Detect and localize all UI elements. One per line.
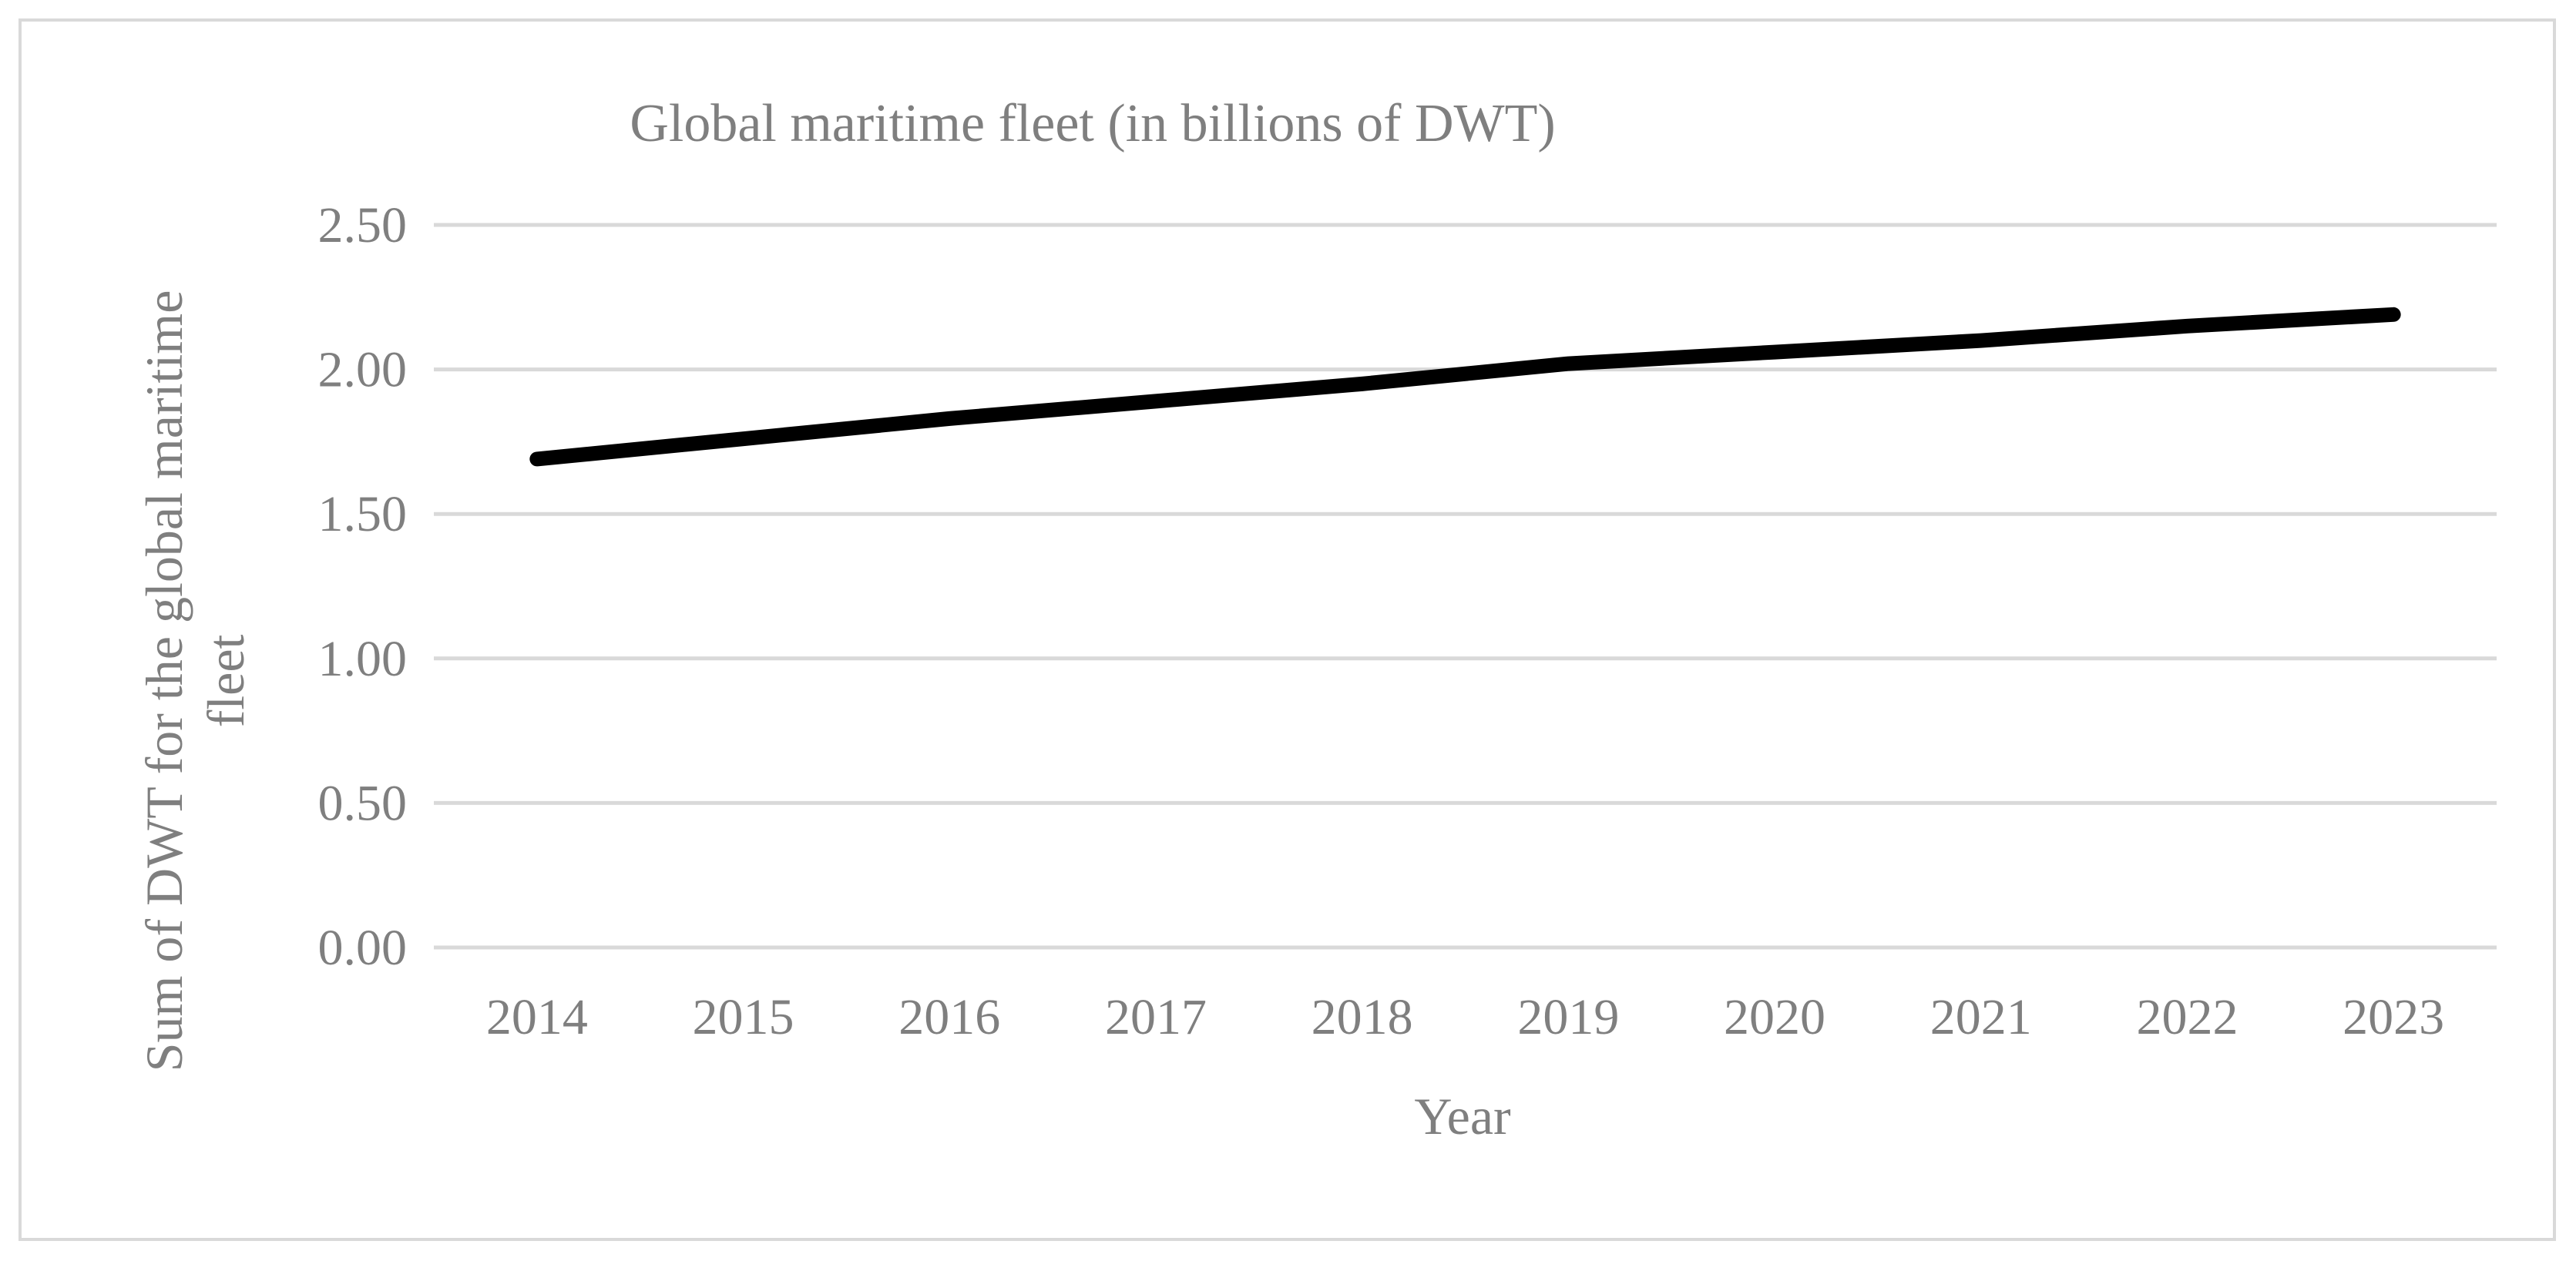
y-tick-label: 1.50 xyxy=(318,486,408,542)
x-tick-label: 2018 xyxy=(1312,989,1413,1045)
y-axis-title-line-1: Sum of DWT for the global maritime xyxy=(135,290,193,1072)
x-tick-label: 2019 xyxy=(1517,989,1619,1045)
y-axis-title-line-2: fleet xyxy=(196,634,255,727)
y-tick-label: 0.50 xyxy=(318,775,408,831)
x-tick-label: 2022 xyxy=(2136,989,2238,1045)
y-tick-label: 1.00 xyxy=(318,631,408,687)
x-axis-ticks: 2014 2015 2016 2017 2018 2019 2020 2021 2022 2023 xyxy=(486,989,2444,1045)
series-layer xyxy=(529,307,2401,467)
y-tick-label: 0.00 xyxy=(318,920,408,976)
x-tick-label: 2021 xyxy=(1930,989,2032,1045)
chart-title: Global maritime fleet (in billions of DW… xyxy=(630,94,1555,153)
data-point-2020 xyxy=(1774,351,1776,354)
data-point-2016 xyxy=(949,418,951,420)
data-point-2019 xyxy=(1567,363,1570,365)
x-tick-label: 2020 xyxy=(1724,989,1825,1045)
y-axis-ticks: 0.00 0.50 1.00 1.50 2.00 2.50 xyxy=(318,197,408,976)
y-tick-label: 2.50 xyxy=(318,197,408,253)
data-point-2017 xyxy=(1154,400,1157,402)
data-point-2022 xyxy=(2186,325,2188,327)
data-point-2015 xyxy=(742,438,744,440)
data-point-2021 xyxy=(1980,340,1982,342)
x-tick-label: 2023 xyxy=(2343,989,2444,1045)
x-tick-label: 2016 xyxy=(898,989,1000,1045)
data-point-2014 xyxy=(536,458,538,460)
x-tick-label: 2017 xyxy=(1105,989,1207,1045)
x-tick-label: 2014 xyxy=(486,989,588,1045)
y-axis-title: Sum of DWT for the global maritime fleet xyxy=(135,290,255,1072)
y-tick-label: 2.00 xyxy=(318,342,408,398)
data-point-2018 xyxy=(1361,383,1363,385)
line-chart: Global maritime fleet (in billions of DW… xyxy=(135,94,2497,1145)
chart-container: Global maritime fleet (in billions of DW… xyxy=(18,18,2556,1241)
data-point-2023 xyxy=(2393,314,2395,316)
series-line-0 xyxy=(529,307,2401,467)
x-tick-label: 2015 xyxy=(693,989,794,1045)
x-axis-title: Year xyxy=(1414,1087,1511,1145)
